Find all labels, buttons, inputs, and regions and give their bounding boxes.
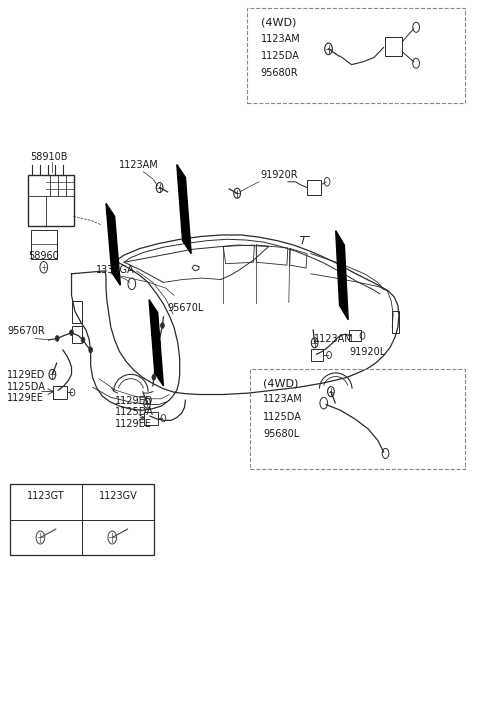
Text: 58960: 58960 xyxy=(28,251,59,261)
Bar xyxy=(53,386,67,399)
Text: 91920L: 91920L xyxy=(349,347,385,357)
Text: 95680R: 95680R xyxy=(261,68,298,78)
Bar xyxy=(250,369,465,469)
Text: 1123GT: 1123GT xyxy=(27,491,65,501)
Bar xyxy=(385,37,402,56)
Text: 1123AM: 1123AM xyxy=(120,161,159,171)
Text: (4WD): (4WD) xyxy=(261,18,296,28)
Text: 1129ED: 1129ED xyxy=(115,396,153,406)
Text: 1339GA: 1339GA xyxy=(96,265,135,275)
Bar xyxy=(144,412,157,425)
Text: 1125DA: 1125DA xyxy=(115,408,154,418)
Text: 1125DA: 1125DA xyxy=(263,412,302,422)
Text: 1123AM: 1123AM xyxy=(261,34,300,44)
Polygon shape xyxy=(177,165,191,253)
Circle shape xyxy=(160,323,164,328)
Circle shape xyxy=(157,340,160,346)
Circle shape xyxy=(152,374,156,380)
Text: 58910B: 58910B xyxy=(30,152,68,162)
Bar xyxy=(10,484,154,555)
Polygon shape xyxy=(336,230,348,320)
Text: 95670R: 95670R xyxy=(7,325,45,336)
Bar xyxy=(72,325,82,343)
Bar xyxy=(28,174,74,226)
Text: 1123GV: 1123GV xyxy=(98,491,137,501)
Polygon shape xyxy=(149,300,163,386)
Bar xyxy=(311,348,323,361)
Text: 1129EE: 1129EE xyxy=(115,419,152,429)
Polygon shape xyxy=(106,203,120,285)
Text: 1129EE: 1129EE xyxy=(7,393,44,403)
Bar xyxy=(31,230,57,258)
Bar xyxy=(72,301,82,323)
Text: (4WD): (4WD) xyxy=(263,379,299,389)
Text: 1123AM: 1123AM xyxy=(263,395,303,405)
Circle shape xyxy=(81,337,85,343)
Text: 91920R: 91920R xyxy=(260,171,298,180)
Circle shape xyxy=(55,336,59,341)
Bar xyxy=(307,180,322,194)
Circle shape xyxy=(89,347,93,353)
Text: 1123AM: 1123AM xyxy=(314,334,354,344)
Text: 95670L: 95670L xyxy=(167,302,204,312)
Text: 1125DA: 1125DA xyxy=(261,51,300,61)
Circle shape xyxy=(70,330,73,336)
Bar xyxy=(392,311,399,333)
Circle shape xyxy=(154,357,157,363)
Text: 95680L: 95680L xyxy=(263,429,299,439)
Text: 1129ED: 1129ED xyxy=(7,370,46,380)
Bar xyxy=(247,8,465,103)
Bar xyxy=(349,330,360,341)
Text: 1125DA: 1125DA xyxy=(7,382,46,392)
